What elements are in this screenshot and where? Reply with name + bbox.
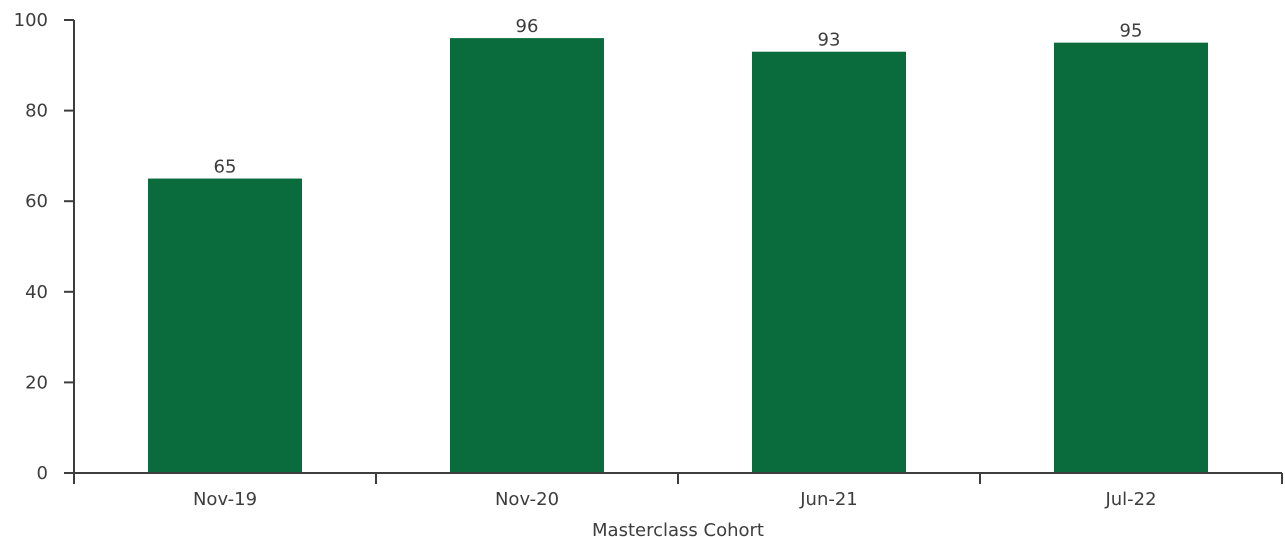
x-tick-label: Jul-22 [1104,489,1156,510]
x-axis-ticks: Nov-19 Nov-20 Jun-21 Jul-22 [73,473,1283,510]
y-tick-label: 60 [25,191,48,212]
y-tick-label: 80 [25,101,48,122]
bar [148,178,302,474]
y-tick-label: 40 [25,282,48,303]
y-tick-label: 20 [25,372,48,393]
data-label: 93 [818,30,841,51]
x-tick-label: Jun-21 [799,489,858,510]
data-label: 65 [214,157,237,178]
y-tick-label: 0 [37,463,48,484]
y-axis-ticks: 0 20 40 60 80 100 [14,10,74,484]
x-tick-label: Nov-20 [495,489,559,510]
bars-group [148,38,1208,474]
data-label: 96 [516,16,539,37]
bar [1054,42,1208,474]
y-tick-label: 100 [14,10,48,31]
x-tick-label: Nov-19 [193,489,257,510]
data-label: 95 [1120,21,1143,42]
data-labels-group: 65 96 93 95 [214,16,1143,177]
bar [752,51,906,474]
bar [450,38,604,474]
x-axis-title: Masterclass Cohort [592,520,764,537]
